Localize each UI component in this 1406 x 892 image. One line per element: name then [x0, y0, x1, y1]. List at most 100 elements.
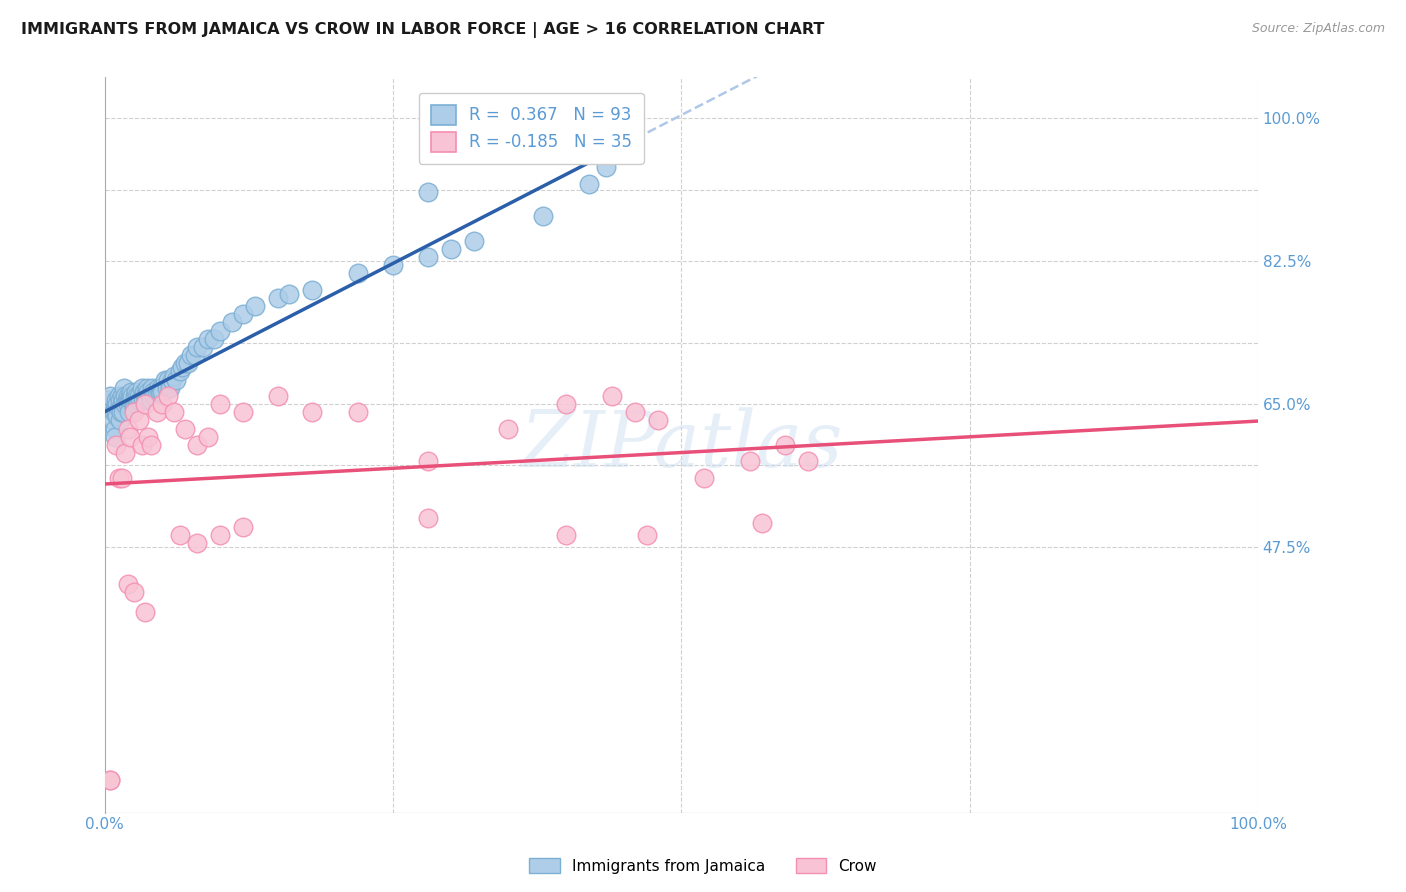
- Point: [122, 585, 145, 599]
- Point: [139, 393, 162, 408]
- Point: [208, 528, 231, 542]
- Point: [159, 381, 181, 395]
- Point: [134, 397, 156, 411]
- Point: [134, 606, 156, 620]
- Point: [197, 332, 219, 346]
- Point: [105, 409, 128, 424]
- Point: [112, 381, 135, 395]
- Point: [107, 470, 129, 484]
- Point: [124, 389, 146, 403]
- Point: [111, 397, 134, 411]
- Legend: R =  0.367   N = 93, R = -0.185   N = 35: R = 0.367 N = 93, R = -0.185 N = 35: [419, 93, 644, 164]
- Point: [153, 373, 176, 387]
- Point: [416, 454, 439, 468]
- Point: [347, 405, 370, 419]
- Point: [197, 430, 219, 444]
- Point: [163, 368, 186, 383]
- Point: [117, 577, 139, 591]
- Point: [128, 413, 150, 427]
- Point: [117, 422, 139, 436]
- Point: [142, 384, 165, 399]
- Point: [150, 397, 173, 411]
- Point: [174, 356, 197, 370]
- Point: [105, 397, 128, 411]
- Point: [243, 299, 266, 313]
- Point: [108, 393, 131, 408]
- Point: [531, 209, 554, 223]
- Text: ZIPatlas: ZIPatlas: [520, 407, 842, 483]
- Point: [180, 348, 202, 362]
- Point: [440, 242, 463, 256]
- Point: [232, 307, 254, 321]
- Point: [177, 356, 200, 370]
- Text: IMMIGRANTS FROM JAMAICA VS CROW IN LABOR FORCE | AGE > 16 CORRELATION CHART: IMMIGRANTS FROM JAMAICA VS CROW IN LABOR…: [21, 22, 824, 38]
- Point: [183, 348, 205, 362]
- Point: [555, 397, 578, 411]
- Point: [145, 384, 167, 399]
- Legend: Immigrants from Jamaica, Crow: Immigrants from Jamaica, Crow: [523, 852, 883, 880]
- Point: [111, 470, 134, 484]
- Point: [751, 516, 773, 530]
- Point: [117, 389, 139, 403]
- Point: [131, 438, 153, 452]
- Point: [163, 405, 186, 419]
- Point: [105, 397, 128, 411]
- Point: [301, 283, 323, 297]
- Point: [120, 393, 142, 408]
- Point: [381, 258, 404, 272]
- Point: [122, 401, 145, 416]
- Point: [186, 438, 208, 452]
- Point: [416, 185, 439, 199]
- Point: [186, 340, 208, 354]
- Point: [145, 405, 167, 419]
- Point: [105, 393, 128, 408]
- Point: [118, 405, 141, 419]
- Point: [107, 401, 129, 416]
- Point: [191, 340, 214, 354]
- Point: [104, 430, 127, 444]
- Point: [129, 393, 152, 408]
- Point: [100, 772, 122, 787]
- Point: [165, 373, 187, 387]
- Point: [112, 393, 135, 408]
- Point: [120, 384, 142, 399]
- Text: Source: ZipAtlas.com: Source: ZipAtlas.com: [1251, 22, 1385, 36]
- Point: [157, 373, 180, 387]
- Point: [278, 286, 301, 301]
- Point: [118, 430, 141, 444]
- Point: [121, 389, 143, 403]
- Point: [160, 373, 183, 387]
- Point: [125, 389, 148, 403]
- Point: [125, 384, 148, 399]
- Point: [208, 324, 231, 338]
- Point: [105, 438, 128, 452]
- Point: [150, 384, 173, 399]
- Point: [208, 397, 231, 411]
- Point: [107, 389, 129, 403]
- Point: [347, 267, 370, 281]
- Point: [112, 405, 135, 419]
- Point: [156, 381, 179, 395]
- Point: [114, 397, 136, 411]
- Point: [266, 291, 288, 305]
- Point: [636, 528, 658, 542]
- Point: [266, 389, 288, 403]
- Point: [132, 393, 155, 408]
- Point: [301, 405, 323, 419]
- Point: [174, 422, 197, 436]
- Point: [186, 536, 208, 550]
- Point: [103, 405, 125, 419]
- Point: [139, 438, 162, 452]
- Point: [624, 405, 647, 419]
- Point: [105, 405, 128, 419]
- Point: [104, 401, 127, 416]
- Point: [169, 364, 191, 378]
- Point: [170, 360, 193, 375]
- Point: [100, 772, 122, 787]
- Point: [122, 405, 145, 419]
- Point: [100, 389, 122, 403]
- Point: [96, 393, 118, 408]
- Point: [135, 393, 157, 408]
- Point: [127, 393, 149, 408]
- Point: [138, 430, 160, 444]
